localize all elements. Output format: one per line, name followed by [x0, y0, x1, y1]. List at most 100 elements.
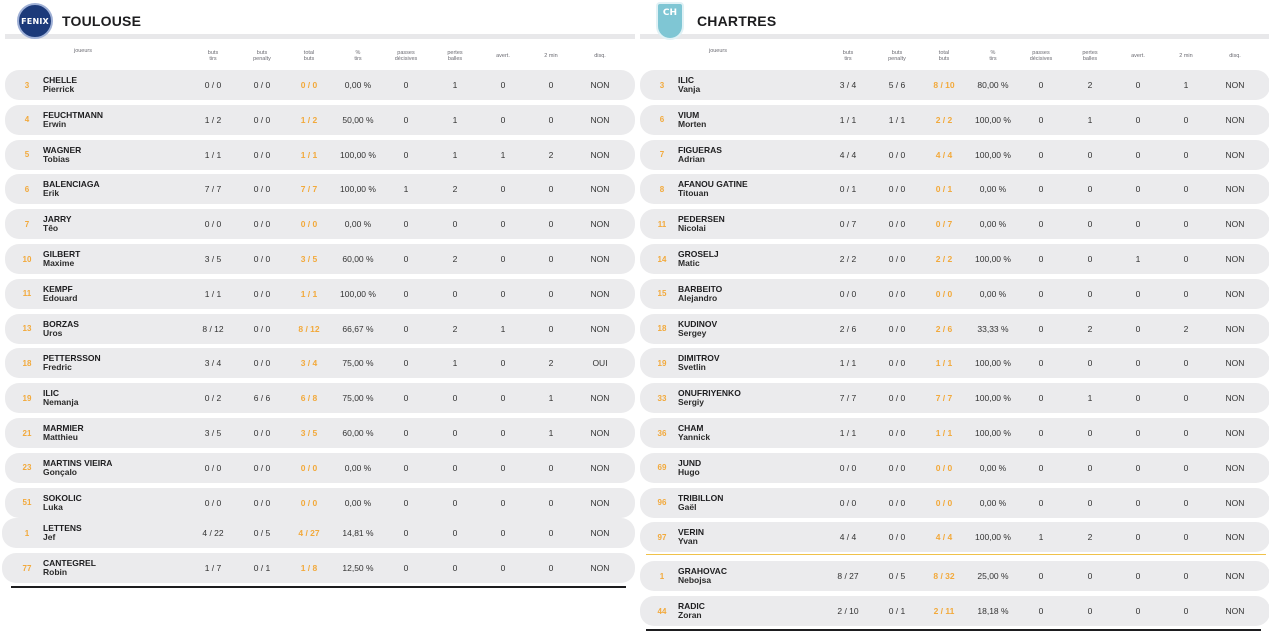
jersey-number: 11: [657, 219, 667, 229]
goalkeeper-row[interactable]: 77 CANTEGREL Robin 1 / 7 0 / 1 1 / 8 12,50 % 0 0…: [2, 553, 635, 584]
player-name[interactable]: BALENCIAGA Erik: [43, 174, 193, 204]
player-row[interactable]: 96 TRIBILLON Gaël 0 / 0 0 / 0 0 / 0 0,00 % 0 0 0 0…: [640, 487, 1269, 518]
player-row[interactable]: 21 MARMIER Matthieu 3 / 5 0 / 0 3 / 5 60,00 % 0…: [5, 418, 635, 448]
player-row[interactable]: 11 PEDERSEN Nicolai 0 / 7 0 / 0 0 / 7 0,00 % 0 0…: [640, 209, 1269, 240]
player-row[interactable]: 14 GROSELJ Matic 2 / 2 0 / 0 2 / 2 100,00 % 0 0 1…: [640, 244, 1269, 274]
two-minute-suspensions: 0: [1183, 428, 1189, 438]
player-row[interactable]: 8 AFANOU GATINE Titouan 0 / 1 0 / 0 0 / 1 0,00…: [640, 174, 1269, 205]
player-name[interactable]: FIGUERAS Adrian: [678, 140, 828, 170]
player-name[interactable]: JARRY Têo: [43, 209, 193, 239]
player-row[interactable]: 5 WAGNER Tobias 1 / 1 0 / 0 1 / 1 100,00 % 0 1 1 2…: [5, 139, 635, 170]
player-name[interactable]: GRAHOVAC Nebojsa: [678, 561, 828, 591]
column-header-buts-penalty: buts penalty: [873, 48, 921, 64]
assists: 0: [1038, 80, 1044, 90]
shot-percentage: 0,00 %: [344, 80, 372, 90]
player-name[interactable]: GILBERT Maxime: [43, 244, 193, 274]
player-name[interactable]: KEMPF Edouard: [43, 279, 193, 309]
player-row[interactable]: 3 CHELLE Pierrick 0 / 0 0 / 0 0 / 0 0,00 % 0 1 0 0…: [5, 70, 635, 100]
logo-text: FENIX: [21, 16, 49, 26]
player-name[interactable]: ONUFRIYENKO Sergiy: [678, 383, 828, 413]
player-row[interactable]: 6 VIUM Morten 1 / 1 1 / 1 2 / 2 100,00 % 0 1 0 0 NO…: [640, 104, 1269, 135]
player-row[interactable]: 19 DIMITROV Svetlin 1 / 1 0 / 0 1 / 1 100,00 %…: [640, 348, 1269, 379]
goals-shots: 1 / 1: [839, 114, 857, 125]
player-row[interactable]: 7 FIGUERAS Adrian 4 / 4 0 / 0 4 / 4 100,00 % 0 0…: [640, 139, 1269, 170]
player-name[interactable]: AFANOU GATINE Titouan: [678, 174, 828, 204]
player-row[interactable]: 6 BALENCIAGA Erik 7 / 7 0 / 0 7 / 7 100,00 % 1 2…: [5, 174, 635, 205]
player-first-name: Erwin: [43, 118, 67, 129]
player-row[interactable]: 15 BARBEITO Alejandro 0 / 0 0 / 0 0 / 0 0,00 %…: [640, 278, 1269, 309]
player-name[interactable]: TRIBILLON Gaël: [678, 488, 828, 518]
player-name[interactable]: MARTINS VIEIRA Gonçalo: [43, 453, 193, 483]
player-name[interactable]: BORZAS Uros: [43, 314, 193, 344]
column-header-disq: disq.: [1211, 48, 1259, 64]
two-minute-suspensions: 0: [548, 288, 554, 299]
assists: 0: [1038, 184, 1044, 195]
player-name[interactable]: KUDINOV Sergey: [678, 314, 828, 344]
player-name[interactable]: VERIN Yvan: [678, 522, 828, 552]
player-row[interactable]: 33 ONUFRIYENKO Sergiy 7 / 7 0 / 0 7 / 7 100,00…: [640, 383, 1269, 414]
player-row[interactable]: 3 ILIC Vanja 3 / 4 5 / 6 8 / 10 80,00 % 0 2 0 1 NON: [640, 70, 1269, 100]
goalkeeper-row[interactable]: 1 GRAHOVAC Nebojsa 8 / 27 0 / 5 8 / 32 25,00 %…: [640, 561, 1269, 592]
warnings: 0: [1135, 571, 1141, 582]
player-row[interactable]: 11 KEMPF Edouard 1 / 1 0 / 0 1 / 1 100,00 % 0 0 0…: [5, 278, 635, 309]
column-header-line: joueurs: [708, 48, 728, 54]
player-first-name: Morten: [678, 118, 707, 129]
player-name[interactable]: PEDERSEN Nicolai: [678, 209, 828, 239]
turnovers: 2: [1087, 532, 1093, 543]
player-row[interactable]: 69 JUND Hugo 0 / 0 0 / 0 0 / 0 0,00 % 0 0 0 0 NON: [640, 452, 1269, 483]
player-row[interactable]: 7 JARRY Têo 0 / 0 0 / 0 0 / 0 0,00 % 0 0 0 0 NON: [5, 209, 635, 240]
goalkeeper-row[interactable]: 44 RADIC Zoran 2 / 10 0 / 1 2 / 11 18,18 % 0 0 0 0…: [640, 596, 1269, 626]
player-name[interactable]: RADIC Zoran: [678, 596, 828, 626]
player-name[interactable]: ILIC Vanja: [678, 70, 828, 100]
penalty-goals: 0 / 0: [888, 254, 906, 264]
two-minute-suspensions: 0: [1183, 149, 1189, 160]
shot-percentage: 25,00 %: [977, 571, 1009, 582]
player-name[interactable]: WAGNER Tobias: [43, 140, 193, 170]
player-row[interactable]: 18 KUDINOV Sergey 2 / 6 0 / 0 2 / 6 33,33 % 0 2 0…: [640, 313, 1269, 344]
player-row[interactable]: 23 MARTINS VIEIRA Gonçalo 0 / 0 0 / 0 0 / 0 0,…: [5, 452, 635, 483]
player-name[interactable]: CHAM Yannick: [678, 418, 828, 448]
warnings: 0: [500, 393, 506, 404]
player-first-name: Têo: [43, 223, 59, 234]
player-first-name: Svetlin: [678, 362, 706, 373]
player-name[interactable]: ILIC Nemanja: [43, 383, 193, 413]
column-header-line: décisives: [1029, 56, 1053, 62]
player-name[interactable]: LETTENS Jef: [43, 518, 193, 548]
turnovers: 0: [452, 563, 458, 574]
total-goals: 1 / 1: [935, 358, 953, 369]
player-row[interactable]: 51 SOKOLIC Luka 0 / 0 0 / 0 0 / 0 0,00 % 0 0 0 0 NO…: [5, 487, 635, 518]
player-name[interactable]: GROSELJ Matic: [678, 244, 828, 274]
assists: 0: [403, 528, 409, 539]
penalty-goals: 0 / 0: [253, 184, 271, 195]
player-name[interactable]: CANTEGREL Robin: [43, 553, 193, 583]
player-first-name: Erik: [43, 188, 60, 199]
player-row[interactable]: 18 PETTERSSON Fredric 3 / 4 0 / 0 3 / 4 75,00 …: [5, 348, 635, 379]
jersey-number: 18: [657, 324, 667, 334]
player-name[interactable]: VIUM Morten: [678, 105, 828, 135]
player-last-name: TRIBILLON: [678, 492, 724, 503]
player-row[interactable]: 97 VERIN Yvan 4 / 4 0 / 0 4 / 4 100,00 % 1 2 0 0 NO…: [640, 522, 1269, 553]
player-row[interactable]: 19 ILIC Nemanja 0 / 2 6 / 6 6 / 8 75,00 % 0 0 0 1 N…: [5, 383, 635, 414]
player-row[interactable]: 36 CHAM Yannick 1 / 1 0 / 0 1 / 1 100,00 % 0 0 0 0…: [640, 418, 1269, 448]
player-row[interactable]: 10 GILBERT Maxime 3 / 5 0 / 0 3 / 5 60,00 % 0 2 0…: [5, 244, 635, 274]
turnovers: 2: [452, 323, 458, 334]
player-name[interactable]: SOKOLIC Luka: [43, 488, 193, 518]
jersey-number: 96: [657, 498, 667, 508]
player-last-name: BARBEITO: [678, 283, 723, 294]
player-name[interactable]: DIMITROV Svetlin: [678, 348, 828, 378]
goalkeeper-row[interactable]: 1 LETTENS Jef 4 / 22 0 / 5 4 / 27 14,81 % 0 0 0 0 N…: [2, 518, 635, 549]
player-row[interactable]: 4 FEUCHTMANN Erwin 1 / 2 0 / 0 1 / 2 50,00 % 0 1…: [5, 104, 635, 135]
player-row[interactable]: 13 BORZAS Uros 8 / 12 0 / 0 8 / 12 66,67 % 0 2 1 0…: [5, 313, 635, 344]
player-name[interactable]: FEUCHTMANN Erwin: [43, 105, 193, 135]
player-name[interactable]: JUND Hugo: [678, 453, 828, 483]
two-minute-suspensions: 2: [548, 149, 554, 160]
player-name[interactable]: PETTERSSON Fredric: [43, 348, 193, 378]
player-name[interactable]: BARBEITO Alejandro: [678, 279, 828, 309]
column-header-pct-tirs: % tirs: [334, 48, 382, 64]
jersey-number: 8: [659, 184, 665, 194]
player-last-name: SOKOLIC: [43, 492, 82, 503]
two-minute-suspensions: 0: [1183, 288, 1189, 299]
penalty-goals: 0 / 0: [888, 462, 906, 473]
player-name[interactable]: MARMIER Matthieu: [43, 418, 193, 448]
player-name[interactable]: CHELLE Pierrick: [43, 70, 193, 100]
